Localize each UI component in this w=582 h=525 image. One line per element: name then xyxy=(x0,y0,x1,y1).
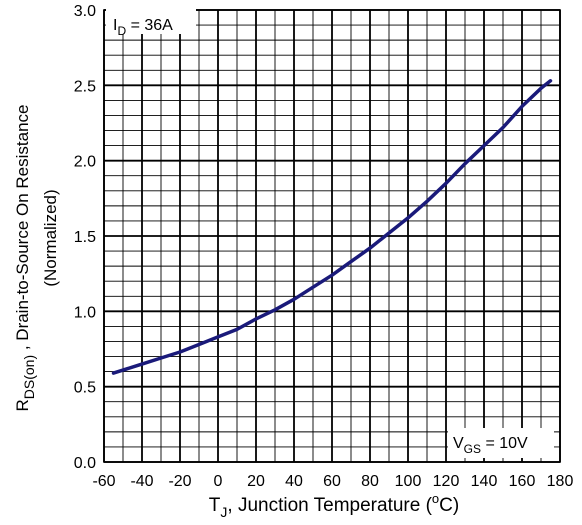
x-tick-label: 160 xyxy=(509,473,536,490)
grid-lines xyxy=(103,9,561,463)
vgs-annotation-box xyxy=(448,428,554,458)
x-axis-label: TJ, Junction Temperature (oC) xyxy=(209,491,459,520)
y-axis-label-line2: (Normalized) xyxy=(41,189,60,286)
series-line xyxy=(111,79,553,375)
y-tick-label: 1.0 xyxy=(74,304,96,321)
y-tick-label: 0.5 xyxy=(74,380,96,397)
y-tick-label: 2.5 xyxy=(74,78,96,95)
x-tick-label: -20 xyxy=(168,473,191,490)
tick-labels: -60 -40 -20 0 20 40 60 80 100 120 140 160 180 0.0 0.5 1… xyxy=(74,3,574,490)
x-tick-label: -60 xyxy=(92,473,115,490)
id-annotation-box xyxy=(106,8,196,34)
y-axis-label: RDS(on) , Drain-to-Source On Resistance xyxy=(13,104,37,411)
x-tick-label: -40 xyxy=(130,473,153,490)
y-tick-label: 0.0 xyxy=(74,455,96,472)
x-tick-label: 140 xyxy=(471,473,498,490)
x-tick-label: 60 xyxy=(323,473,341,490)
x-tick-label: 120 xyxy=(433,473,460,490)
x-tick-label: 20 xyxy=(247,473,265,490)
x-tick-label: 0 xyxy=(214,473,223,490)
vgs-annotation: VGS = 10V xyxy=(453,435,528,456)
y-tick-label: 2.0 xyxy=(74,154,96,171)
id-annotation: ID = 36A xyxy=(113,17,173,38)
x-tick-label: 40 xyxy=(285,473,303,490)
y-tick-label: 1.5 xyxy=(74,229,96,246)
x-tick-label: 180 xyxy=(547,473,574,490)
y-tick-label: 3.0 xyxy=(74,3,96,20)
plot-frame xyxy=(103,9,561,463)
x-tick-label: 100 xyxy=(395,473,422,490)
x-tick-label: 80 xyxy=(361,473,379,490)
